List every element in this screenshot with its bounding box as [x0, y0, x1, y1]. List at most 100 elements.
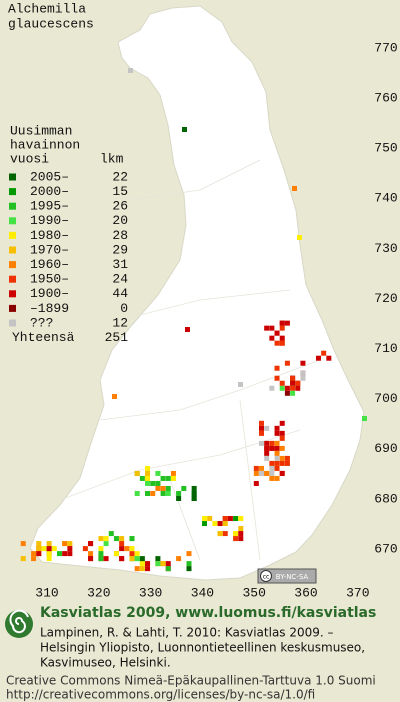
record-square — [290, 390, 296, 396]
record-square — [274, 330, 280, 336]
record-square — [62, 541, 68, 547]
record-square — [269, 470, 275, 476]
record-square — [274, 440, 280, 446]
record-square — [238, 382, 243, 387]
record-square — [67, 541, 73, 547]
record-square — [41, 546, 47, 552]
legend-swatch — [9, 173, 16, 181]
record-square — [238, 536, 244, 542]
record-square — [160, 490, 166, 496]
record-square — [88, 551, 94, 557]
legend-swatch — [9, 246, 16, 254]
y-tick-label: 670 — [374, 541, 397, 556]
record-square — [233, 531, 239, 537]
record-square — [134, 556, 140, 562]
legend-count: 12 — [112, 315, 128, 330]
record-square — [20, 556, 26, 562]
record-square — [181, 485, 187, 491]
record-square — [160, 561, 166, 567]
record-square — [269, 475, 275, 481]
record-square — [176, 556, 182, 562]
site: Kasviatlas 2009, www.luomus.fi/kasviatla… — [40, 605, 376, 621]
legend-heading: havainnon — [10, 137, 80, 152]
record-square — [155, 556, 161, 562]
record-square — [202, 516, 208, 522]
record-square — [56, 551, 62, 557]
record-square — [274, 465, 280, 471]
record-square — [217, 531, 223, 537]
record-square — [284, 360, 290, 366]
record-square — [145, 475, 151, 481]
record-square — [264, 440, 270, 446]
record-square — [284, 460, 290, 466]
record-square — [103, 536, 109, 542]
record-square — [279, 320, 285, 326]
record-square — [124, 546, 130, 552]
legend-swatch — [9, 261, 16, 269]
legend-label: 1970– — [30, 242, 69, 257]
legend-swatch — [9, 275, 16, 283]
y-tick-label: 730 — [374, 241, 397, 256]
record-square — [170, 475, 176, 481]
y-tick-label: 740 — [374, 191, 397, 206]
record-square — [274, 340, 280, 346]
x-tick-label: 330 — [139, 585, 162, 600]
record-square — [279, 325, 285, 331]
record-square — [269, 445, 275, 451]
record-square — [113, 536, 119, 542]
records — [20, 68, 367, 572]
record-square — [202, 521, 208, 527]
legend-count: 31 — [112, 257, 128, 272]
record-square — [274, 365, 280, 371]
record-square — [103, 556, 109, 562]
record-square — [362, 416, 367, 421]
record-square — [182, 127, 187, 132]
legend-label: 1990– — [30, 213, 69, 228]
logo — [5, 609, 33, 638]
record-square — [274, 445, 280, 451]
y-tick-label: 680 — [374, 491, 397, 506]
legend-count: 22 — [112, 169, 128, 184]
record-square — [269, 460, 275, 466]
legend-label: 1960– — [30, 257, 69, 272]
record-square — [119, 556, 125, 562]
record-square — [145, 490, 151, 496]
record-square — [233, 516, 239, 522]
record-square — [139, 561, 145, 567]
record-square — [274, 460, 280, 466]
record-square — [112, 394, 117, 399]
record-square — [264, 425, 270, 431]
record-square — [165, 485, 171, 491]
record-square — [20, 541, 26, 547]
legend-label: 2005– — [30, 169, 69, 184]
record-square — [238, 531, 244, 537]
record-square — [284, 385, 290, 391]
record-square — [170, 470, 176, 476]
record-square — [253, 465, 259, 471]
record-square — [185, 327, 190, 332]
title: Alchemilla — [8, 1, 86, 16]
record-square — [103, 541, 109, 547]
record-square — [134, 490, 140, 496]
record-square — [46, 556, 52, 562]
record-square — [31, 556, 37, 562]
record-square — [233, 536, 239, 542]
badge-cc: cc — [263, 574, 270, 581]
record-square — [300, 370, 306, 376]
record-square — [145, 470, 151, 476]
legend-count: 28 — [112, 228, 128, 243]
title: glaucescens — [8, 16, 94, 31]
regions — [59, 159, 321, 561]
record-square — [62, 551, 68, 557]
record-square — [279, 470, 285, 476]
record-square — [274, 425, 280, 431]
record-square — [279, 460, 285, 466]
record-square — [279, 340, 285, 346]
record-square — [98, 536, 104, 542]
record-square — [145, 480, 151, 486]
record-square — [279, 385, 285, 391]
citation: Kasvimuseo, Helsinki. — [40, 656, 171, 670]
x-tick-label: 340 — [191, 585, 214, 600]
record-square — [264, 445, 270, 451]
